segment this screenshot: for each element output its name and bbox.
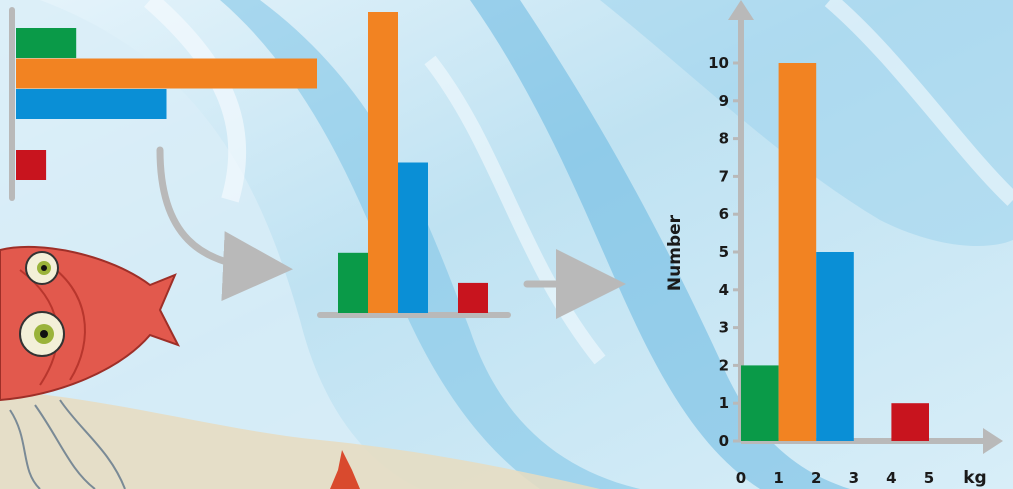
v-bar-green (338, 252, 368, 313)
x-axis-title: kg (963, 468, 986, 488)
x-tick-label: 1 (773, 469, 783, 487)
histogram-bar-4-5 (891, 403, 929, 441)
h-bar-orange (16, 58, 317, 89)
x-tick-label: 0 (736, 469, 746, 487)
v-bar-orange (368, 12, 398, 313)
histogram-bar-0-1 (741, 365, 779, 441)
y-tick-label: 5 (719, 243, 729, 261)
v-bar-blue (398, 162, 428, 313)
vertical-bar-chart (317, 12, 511, 318)
v-bar-red (458, 282, 488, 313)
coral-decoration (330, 450, 360, 489)
y-tick-label: 10 (708, 54, 729, 72)
x-axis-arrow-icon (983, 428, 1003, 454)
histogram-bar-2-3 (816, 252, 854, 441)
h-bar-red (16, 150, 47, 180)
y-tick-label: 1 (719, 394, 729, 412)
y-tick-label: 3 (719, 319, 729, 337)
histogram-bar-1-2 (778, 63, 817, 441)
y-axis-title: Number (665, 214, 685, 291)
histogram-chart: 0 1 2 3 4 5 6 7 8 9 10 0 1 2 3 4 5 Number kg (665, 0, 1003, 488)
y-axis-arrow-icon (728, 0, 754, 20)
y-tick-label: 7 (719, 167, 729, 185)
y-tick-label: 8 (719, 130, 729, 148)
curved-arrow-icon (156, 146, 293, 302)
h-bar-green (16, 28, 77, 58)
fish-illustration (0, 245, 181, 489)
horizontal-bar-chart (9, 7, 317, 201)
y-tick-label: 6 (719, 205, 729, 223)
x-tick-label: 2 (811, 469, 821, 487)
h-bar-blue (16, 89, 167, 119)
y-tick-label: 4 (719, 281, 729, 299)
y-tick-label: 0 (719, 432, 729, 450)
y-tick-label: 9 (719, 92, 729, 110)
x-tick-label: 4 (886, 469, 896, 487)
x-tick-label: 5 (924, 469, 934, 487)
y-tick-label: 2 (719, 356, 729, 374)
x-tick-label: 3 (849, 469, 859, 487)
